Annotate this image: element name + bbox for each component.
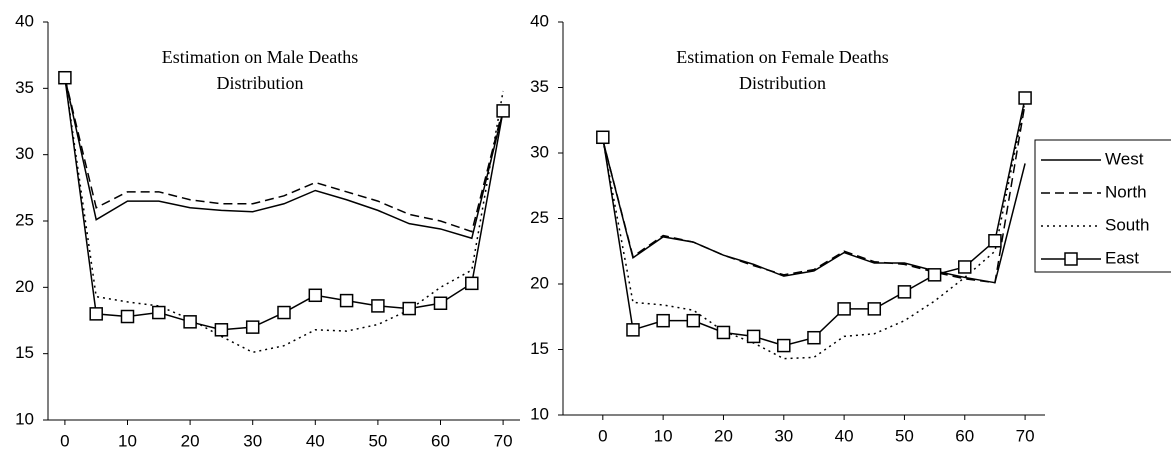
series-line [64, 77, 504, 233]
y-tick-label: 25 [15, 210, 34, 229]
point-marker [89, 307, 103, 321]
point-marker [686, 313, 701, 328]
point-marker [371, 299, 385, 313]
x-tick-label: 50 [895, 426, 914, 445]
point-marker [152, 305, 166, 320]
point-marker [746, 329, 761, 344]
series-line [602, 139, 1026, 284]
x-tick-label: 20 [181, 431, 200, 450]
series-line [64, 77, 504, 354]
y-tick-label: 35 [530, 77, 549, 96]
series-line [602, 100, 1026, 360]
point-marker [807, 330, 821, 345]
point-marker [120, 309, 135, 324]
point-marker [716, 325, 731, 340]
legend-label: North [1105, 182, 1147, 201]
legend-label: West [1105, 149, 1144, 168]
chart-title: Estimation on Male Deaths Distribution [161, 47, 359, 93]
y-tick-label: 20 [15, 277, 34, 296]
point-marker [626, 323, 640, 337]
point-marker [465, 276, 479, 291]
legend-label: South [1105, 215, 1149, 234]
x-tick-label: 0 [60, 431, 69, 450]
point-marker [596, 130, 610, 145]
point-marker [496, 104, 510, 118]
series-line [602, 97, 1026, 347]
legend-label: East [1105, 248, 1139, 267]
point-marker [277, 305, 291, 320]
point-marker [927, 268, 942, 282]
point-marker [656, 313, 670, 328]
point-marker [183, 315, 197, 329]
point-marker [1018, 91, 1032, 105]
y-tick-label: 35 [15, 78, 34, 97]
x-tick-label: 20 [714, 426, 733, 445]
point-marker [308, 288, 323, 303]
y-tick-label: 25 [530, 208, 549, 227]
point-marker [988, 234, 1002, 248]
x-tick-label: 10 [654, 426, 673, 445]
point-marker [402, 301, 416, 316]
point-marker [897, 285, 912, 299]
x-tick-label: 40 [306, 431, 325, 450]
point-marker [777, 338, 791, 353]
y-tick-label: 30 [15, 144, 34, 163]
y-tick-label: 40 [15, 11, 34, 30]
y-tick-label: 15 [530, 339, 549, 358]
x-tick-label: 10 [118, 431, 137, 450]
x-tick-label: 70 [1016, 426, 1035, 445]
legend-box [1034, 139, 1171, 273]
x-tick-label: 40 [835, 426, 854, 445]
point-marker [58, 70, 72, 85]
x-tick-label: 30 [243, 431, 262, 450]
point-marker [214, 323, 229, 337]
series-line [602, 103, 1026, 284]
point-marker [837, 302, 851, 316]
point-marker [339, 293, 354, 308]
point-marker [245, 320, 260, 334]
x-tick-label: 70 [494, 431, 513, 450]
y-tick-label: 10 [15, 409, 34, 428]
point-marker [867, 302, 882, 316]
x-tick-label: 60 [431, 431, 450, 450]
point-marker [958, 260, 972, 274]
x-tick-label: 60 [955, 426, 974, 445]
x-tick-label: 30 [774, 426, 793, 445]
y-tick-label: 10 [530, 404, 549, 423]
y-tick-label: 30 [530, 142, 549, 161]
x-tick-label: 0 [598, 426, 607, 445]
y-tick-label: 20 [530, 273, 549, 292]
y-tick-label: 40 [530, 11, 549, 30]
series-line [64, 77, 504, 240]
x-tick-label: 50 [368, 431, 387, 450]
point-marker [433, 296, 448, 311]
legend-marker [1064, 252, 1078, 266]
chart-title: Estimation on Female Deaths Distribution [676, 47, 889, 93]
y-tick-label: 15 [15, 343, 34, 362]
